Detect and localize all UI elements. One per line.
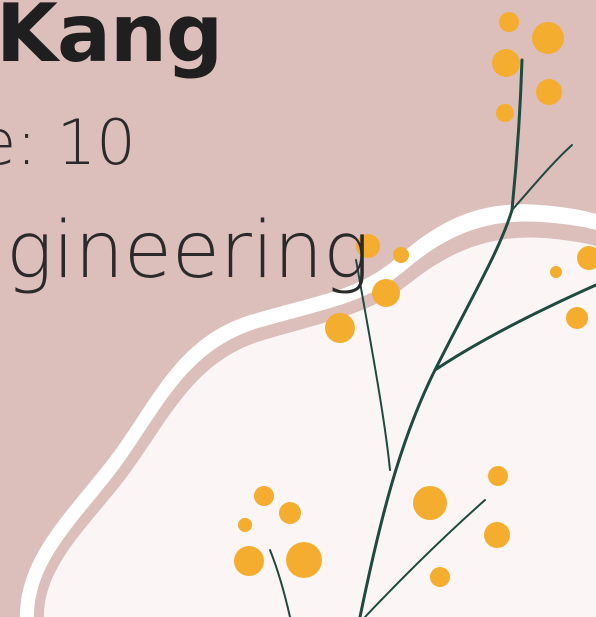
title: Kang — [0, 0, 222, 74]
decoration — [0, 0, 596, 617]
text-line: e: 10 — [0, 112, 136, 174]
text-line: gineering — [6, 212, 370, 290]
page: Kang e: 10 gineering — [0, 0, 596, 617]
